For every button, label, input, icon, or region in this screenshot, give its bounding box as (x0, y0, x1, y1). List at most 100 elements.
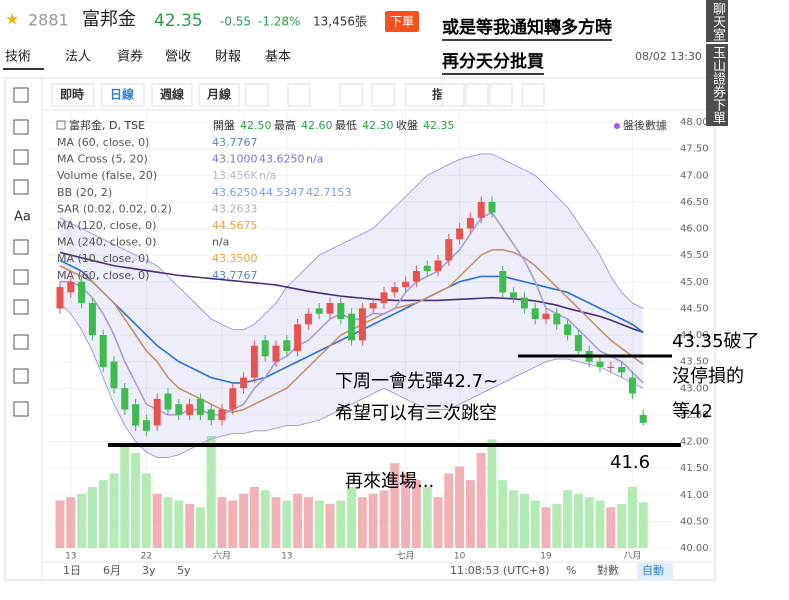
toolbar-button[interactable]: 日線 (110, 87, 134, 102)
volume-bar (476, 452, 486, 548)
scale-option[interactable]: % (566, 564, 576, 577)
ohlc-label: 最高 (274, 118, 296, 132)
candle-body (456, 228, 464, 240)
range-button[interactable]: 3y (142, 564, 156, 577)
scale-option[interactable]: 對數 (597, 563, 619, 577)
candle-body (175, 404, 183, 415)
toolbar-button-bg[interactable] (101, 83, 145, 107)
tool-icon[interactable] (13, 149, 29, 165)
volume-bar (206, 436, 216, 548)
nav-tab[interactable]: 技術 (5, 50, 31, 65)
candle-body (531, 308, 539, 320)
candle-body (358, 308, 366, 341)
ohlc-value: 42.50 (240, 119, 272, 132)
x-tick-label: 13 (281, 552, 292, 562)
y-tick-label: 43.50 (680, 357, 709, 368)
tool-icon[interactable] (13, 334, 29, 350)
legend-value: 43.2633 (212, 202, 258, 215)
x-tick-label: 19 (540, 552, 552, 562)
candle-body (326, 303, 334, 314)
toolbar-icon-button[interactable] (371, 83, 395, 107)
x-tick-label: 22 (141, 552, 152, 562)
bollinger-upper (59, 153, 644, 331)
range-button[interactable]: 6月 (103, 564, 121, 577)
volume-bar (606, 507, 616, 548)
toolbar-icon-button[interactable] (441, 83, 465, 107)
x-tick-label: 六月 (213, 550, 231, 562)
legend-label: MA (240, close, 0) (57, 236, 156, 249)
tool-icon[interactable] (13, 299, 29, 315)
toolbar-icon-button[interactable] (339, 83, 363, 107)
candle-body (369, 303, 377, 309)
tool-icon[interactable] (13, 239, 29, 255)
range-button[interactable]: 1日 (63, 564, 81, 577)
volume-bar (487, 439, 497, 548)
x-tick-label: 七月 (397, 551, 415, 562)
nav-tab[interactable]: 基本 (265, 50, 291, 65)
price-change: -0.55 (220, 15, 251, 29)
volume-bar (131, 452, 141, 548)
range-button[interactable]: 5y (177, 564, 191, 577)
candle-body (380, 292, 388, 304)
toolbar-icon-button[interactable] (489, 83, 513, 107)
legend-collapse[interactable] (56, 120, 66, 130)
toolbar-icon-button[interactable] (521, 83, 545, 107)
volume-bar (617, 503, 627, 548)
toolbar-icon-button[interactable] (465, 83, 489, 107)
toolbar-button[interactable]: 即時 (60, 87, 84, 102)
toolbar-button-bg[interactable] (51, 83, 95, 107)
volume-bar (66, 497, 76, 548)
volume-bar (347, 486, 357, 548)
candle-body (466, 217, 474, 229)
candle-body (639, 414, 647, 423)
annotation: 再分天分批買 (442, 51, 544, 72)
tool-icon[interactable] (13, 269, 29, 285)
annotation: 希望可以有三次跳空 (335, 403, 497, 424)
toolbar-button[interactable]: 週線 (160, 87, 184, 102)
toolbar-button[interactable]: 月線 (206, 87, 231, 102)
candle-body (434, 260, 442, 272)
toolbar-icon-button[interactable] (245, 83, 269, 107)
volume-bar (368, 493, 378, 548)
text-tool[interactable]: Aa (14, 210, 31, 225)
chat-button[interactable]: 聊天室 (706, 0, 728, 42)
tool-icon[interactable] (13, 401, 29, 417)
volume-bar (563, 490, 573, 548)
order-button-bg[interactable] (385, 11, 419, 32)
tool-icon[interactable] (13, 119, 29, 135)
y-tick-label: 42.00 (680, 437, 709, 448)
annotation: 下周一會先彈42.7~ (335, 371, 498, 392)
tool-icon[interactable] (13, 368, 29, 384)
candle-body (110, 361, 118, 389)
nav-tab[interactable]: 財報 (215, 50, 241, 65)
y-tick-label: 43.00 (680, 383, 709, 394)
stock-code: 2881 (28, 11, 69, 30)
scale-option[interactable]: 自動 (642, 563, 664, 577)
volume-bar (87, 486, 97, 548)
candle-body (412, 271, 420, 282)
toolbar-button-bg[interactable] (198, 83, 240, 107)
auto-scale-bg[interactable] (637, 563, 673, 579)
timestamp: 08/02 13:30 (635, 50, 702, 63)
tool-icon[interactable] (13, 179, 29, 195)
clock: 11:08:53 (UTC+8) (450, 564, 550, 577)
candle-body (520, 297, 528, 309)
candle-body (542, 313, 550, 320)
volume-bar (455, 466, 465, 548)
toolbar-button-bg[interactable] (151, 83, 193, 107)
legend-label: Volume (false, 20) (57, 169, 157, 182)
candle-body (99, 335, 107, 367)
nav-tab[interactable]: 法人 (65, 50, 91, 65)
tool-icon[interactable] (13, 87, 29, 103)
annotation: 或是等我通知轉多方時 (442, 17, 612, 38)
volume-bar (109, 473, 119, 548)
order-button[interactable]: 下單 (390, 15, 414, 29)
nav-tab[interactable]: 營收 (165, 50, 191, 65)
annotation: 再來進場... (345, 471, 434, 492)
volume-bar (422, 486, 432, 548)
volume-bar (271, 497, 281, 548)
toolbar-icon-button[interactable] (287, 83, 311, 107)
nav-tab[interactable]: 資券 (117, 49, 143, 65)
broker-order-button[interactable]: 玉山證券下單 (706, 44, 728, 126)
